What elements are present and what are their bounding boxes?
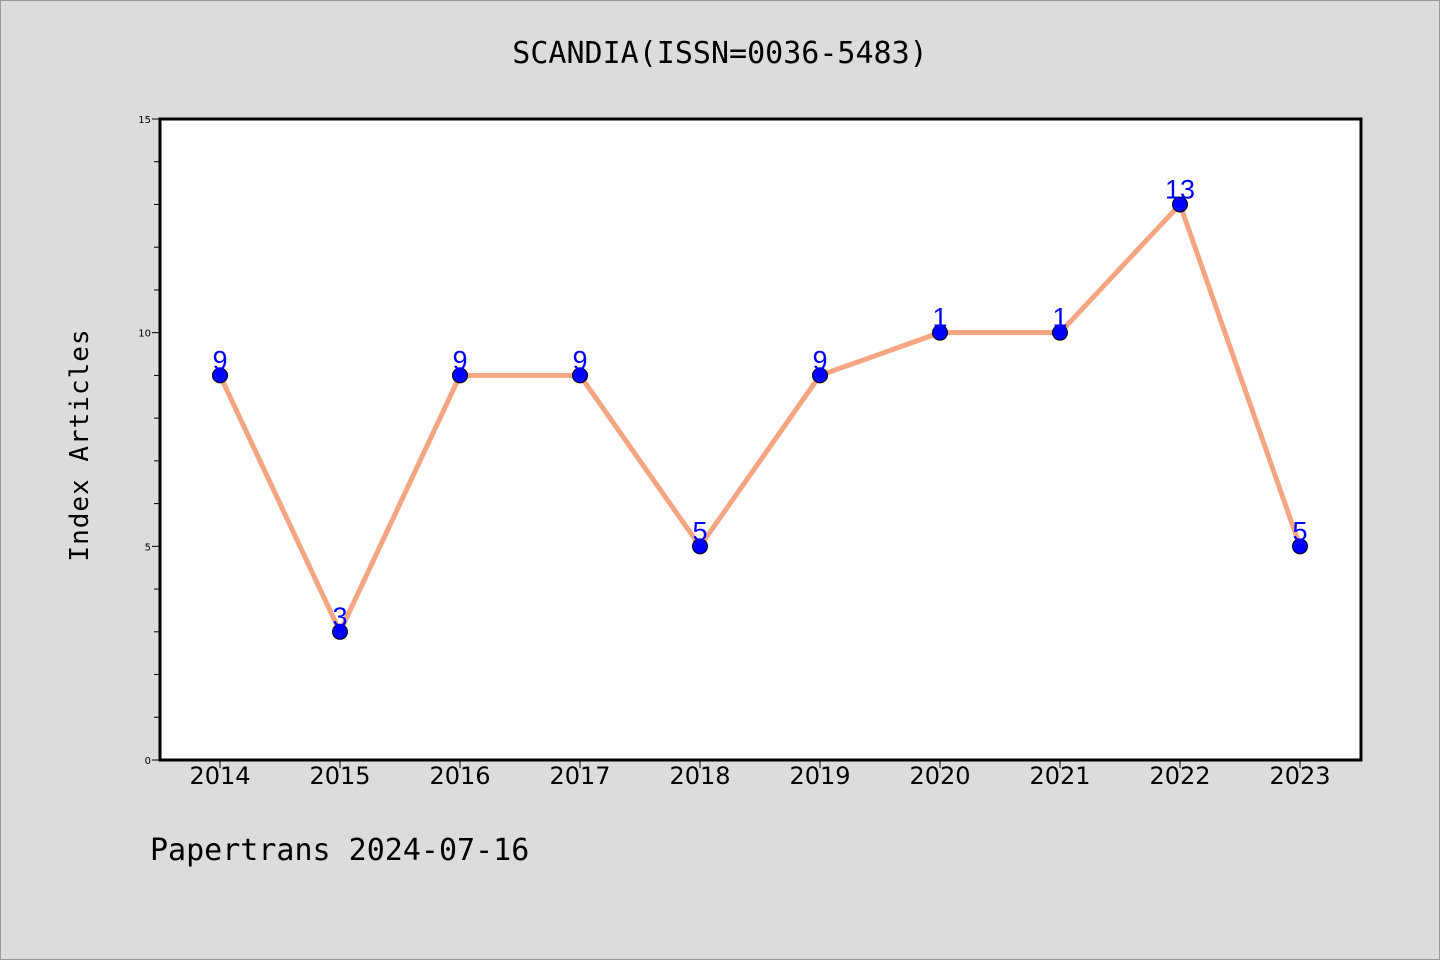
data-label: 9 [812,345,827,375]
x-tick-label: 2018 [669,762,730,790]
x-tick-label: 2015 [309,762,370,790]
x-tick-label: 2021 [1029,762,1090,790]
x-tick-label: 2016 [429,762,490,790]
x-tick-label: 2020 [909,762,970,790]
y-tick-label: 10 [138,329,151,340]
plot-area [160,119,1361,760]
data-points [212,196,1308,640]
y-tick-label: 0 [145,756,151,767]
x-tick-label: 2014 [189,762,250,790]
data-point [1052,324,1068,341]
data-point [1292,538,1308,555]
data-point [212,367,228,384]
chart-title: SCANDIA(ISSN=0036-5483) [512,36,928,71]
data-label: 5 [692,516,707,546]
data-point [932,324,948,341]
data-label: 9 [452,345,467,375]
data-label: 3 [332,602,347,632]
data-label: 13 [1165,174,1195,204]
data-label: 5 [1292,516,1307,546]
x-tick-label: 2022 [1149,762,1210,790]
x-tick-label: 2017 [549,762,610,790]
plot-border [158,117,1363,762]
data-point [332,623,348,640]
data-point [812,367,828,384]
series-line [217,201,1303,635]
footer-credit: Papertrans 2024-07-16 [150,833,530,868]
data-label: 9 [572,345,587,375]
data-label: 1 [1052,303,1067,333]
y-axis: 0 5 10 15 [138,115,160,767]
data-label: 1 [932,303,947,333]
x-tick-label: 2023 [1269,762,1330,790]
data-point [692,538,708,555]
data-point [1172,196,1188,213]
y-tick-label: 5 [145,542,151,553]
x-axis: 2014 2015 2016 2017 2018 2019 2020 2021 2022 2023 [189,760,1331,790]
x-tick-label: 2019 [789,762,850,790]
data-label: 9 [212,345,227,375]
y-tick-label: 15 [138,115,151,126]
data-point [572,367,588,384]
data-point [452,367,468,384]
